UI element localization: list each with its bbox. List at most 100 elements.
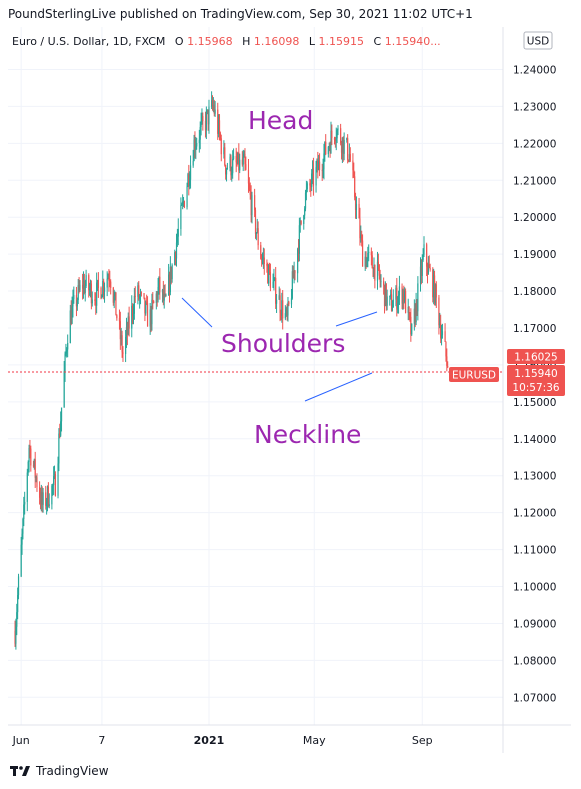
candle-body <box>410 316 412 335</box>
candle-body <box>347 138 349 160</box>
candle-body <box>446 356 448 366</box>
candle-body <box>133 295 135 314</box>
candle-body <box>251 195 253 216</box>
candle-body <box>390 294 393 311</box>
candle-body <box>379 275 381 282</box>
candle-body <box>157 287 159 300</box>
candle-body <box>53 476 55 486</box>
candle-body <box>32 465 35 467</box>
candle-body <box>414 308 416 323</box>
candle-body <box>241 159 243 165</box>
price-tick-label: 1.08000 <box>513 655 556 667</box>
candle-body <box>91 299 93 304</box>
candle-body <box>309 183 311 186</box>
neckline-pointer <box>304 372 373 402</box>
candle-body <box>354 197 357 211</box>
candle-body <box>70 310 72 324</box>
candle-body <box>355 203 358 211</box>
candle-body <box>280 312 282 316</box>
candle-body <box>46 502 48 506</box>
candle-body <box>303 215 305 224</box>
candle-body <box>224 147 226 166</box>
candle-body <box>208 106 210 125</box>
candle-body <box>71 306 73 324</box>
candle-body <box>433 275 436 304</box>
candle-body <box>193 139 195 161</box>
chart-area[interactable]: Head Shoulders Neckline Euro / U.S. Doll… <box>8 27 571 753</box>
candle-body <box>299 220 301 226</box>
candle-body <box>162 290 164 301</box>
candle-body <box>383 285 386 307</box>
candle-body <box>348 154 351 161</box>
candle-body <box>170 266 172 280</box>
candle-body <box>232 156 235 159</box>
candle-body <box>397 302 399 310</box>
candle-body <box>415 300 417 323</box>
candle-body <box>236 162 238 164</box>
candle-body <box>34 459 36 478</box>
candle-body <box>429 268 431 270</box>
price-tick-label: 1.18000 <box>513 286 556 298</box>
candle-body <box>328 145 330 147</box>
candle-body <box>230 156 232 176</box>
candle-body <box>310 185 312 188</box>
candle-body <box>282 300 284 319</box>
candle-body <box>376 261 379 281</box>
candle-body <box>336 130 338 139</box>
candle-body <box>23 504 25 520</box>
tradingview-footer[interactable]: TradingView <box>10 764 109 778</box>
candle-body <box>149 309 151 327</box>
candle-body <box>268 265 270 284</box>
candle-body <box>127 316 129 335</box>
price-chart-svg[interactable]: Head Shoulders Neckline Euro / U.S. Doll… <box>8 27 571 753</box>
candle-body <box>311 168 314 174</box>
candle-body <box>333 138 336 140</box>
candle-body <box>211 100 213 107</box>
candle-body <box>371 255 373 269</box>
candle-body <box>225 165 227 175</box>
candle-body <box>287 301 289 316</box>
candle-body <box>317 160 319 171</box>
candle-body <box>358 203 360 219</box>
candle-body <box>383 281 385 286</box>
candle-body <box>306 183 308 190</box>
candle-body <box>293 270 295 279</box>
candle-body <box>171 264 173 280</box>
candle-body <box>439 323 441 326</box>
countdown-label: 10:57:36 <box>512 382 559 394</box>
time-tick-label: 7 <box>98 734 105 747</box>
candle-body <box>110 281 112 288</box>
price-tick-label: 1.21000 <box>513 175 556 187</box>
svg-text:Euro / U.S. Dollar, 1D, FXCM: Euro / U.S. Dollar, 1D, FXCM O 1.15968 H… <box>12 35 441 48</box>
candle-body <box>143 293 145 298</box>
candle-body <box>311 173 313 188</box>
candle-body <box>97 280 99 288</box>
candles-group <box>14 91 449 650</box>
candle-body <box>318 161 321 170</box>
candle-body <box>48 504 50 506</box>
candle-body <box>90 283 92 304</box>
candle-body <box>146 303 149 327</box>
candle-body <box>275 277 277 304</box>
candle-body <box>361 234 363 241</box>
candle-body <box>242 157 244 165</box>
symbol-tag-label: EURUSD <box>452 370 496 382</box>
candle-body <box>163 293 165 301</box>
candle-body <box>255 232 257 234</box>
candle-body <box>77 285 79 301</box>
candle-body <box>408 306 410 314</box>
candle-body <box>155 293 157 303</box>
candle-body <box>243 153 245 158</box>
currency-selector[interactable]: USD <box>523 31 553 50</box>
symbol-name: Euro / U.S. Dollar, 1D, FXCM <box>12 35 165 48</box>
candle-body <box>182 201 185 203</box>
candle-body <box>15 626 17 644</box>
candle-body <box>211 100 214 107</box>
candle-body <box>232 158 234 174</box>
candle-body <box>254 195 256 211</box>
last-price-label: 1.15940 <box>514 368 557 380</box>
candle-body <box>108 278 110 281</box>
candle-body <box>268 265 271 272</box>
candle-body <box>445 341 447 357</box>
candle-body <box>138 285 140 299</box>
